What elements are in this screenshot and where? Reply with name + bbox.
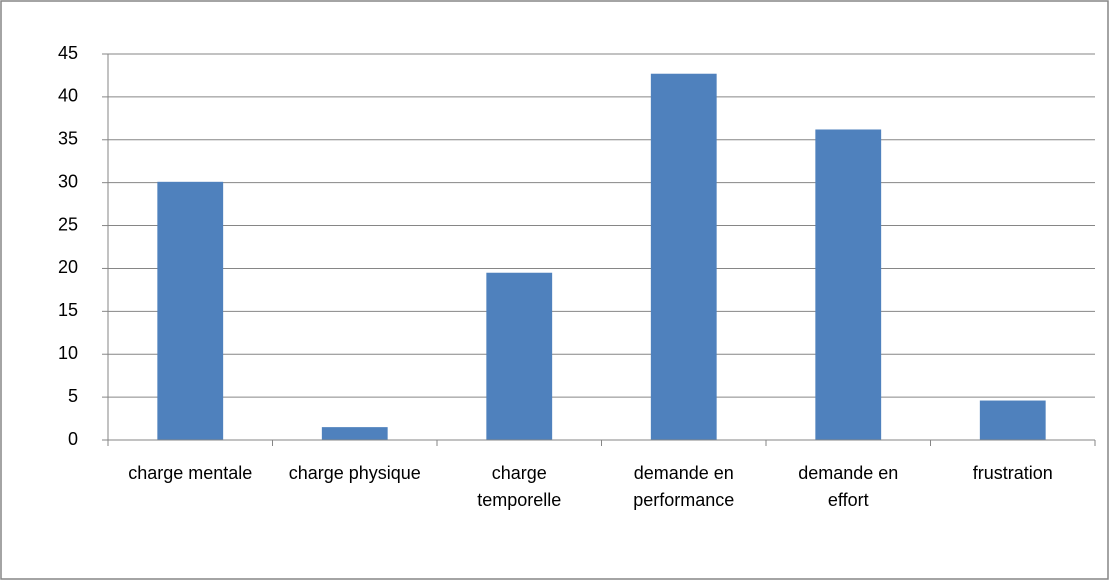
- bar: [979, 400, 1046, 440]
- y-tick-label: 5: [68, 386, 78, 406]
- bar: [321, 427, 388, 440]
- y-tick-label: 10: [58, 343, 78, 363]
- bar: [486, 272, 553, 440]
- bar: [815, 129, 882, 441]
- x-tick-label: frustration: [972, 463, 1053, 483]
- y-tick-label: 25: [58, 214, 78, 234]
- y-tick-label: 35: [58, 129, 78, 149]
- y-tick-label: 30: [58, 171, 78, 191]
- y-tick-label: 0: [68, 429, 78, 449]
- x-tick-label: charge temporelle: [477, 463, 562, 510]
- y-tick-label: 40: [58, 86, 78, 106]
- bar: [650, 73, 717, 441]
- x-tick-label: charge physique: [288, 463, 421, 483]
- bar: [157, 181, 224, 440]
- x-tick-label: demande en effort: [798, 463, 899, 510]
- y-tick-label: 15: [58, 300, 78, 320]
- x-tick-label: demande en performance: [633, 463, 735, 510]
- y-tick-label: 45: [58, 43, 78, 63]
- x-tick-label: charge mentale: [128, 463, 253, 483]
- y-tick-label: 20: [58, 257, 78, 277]
